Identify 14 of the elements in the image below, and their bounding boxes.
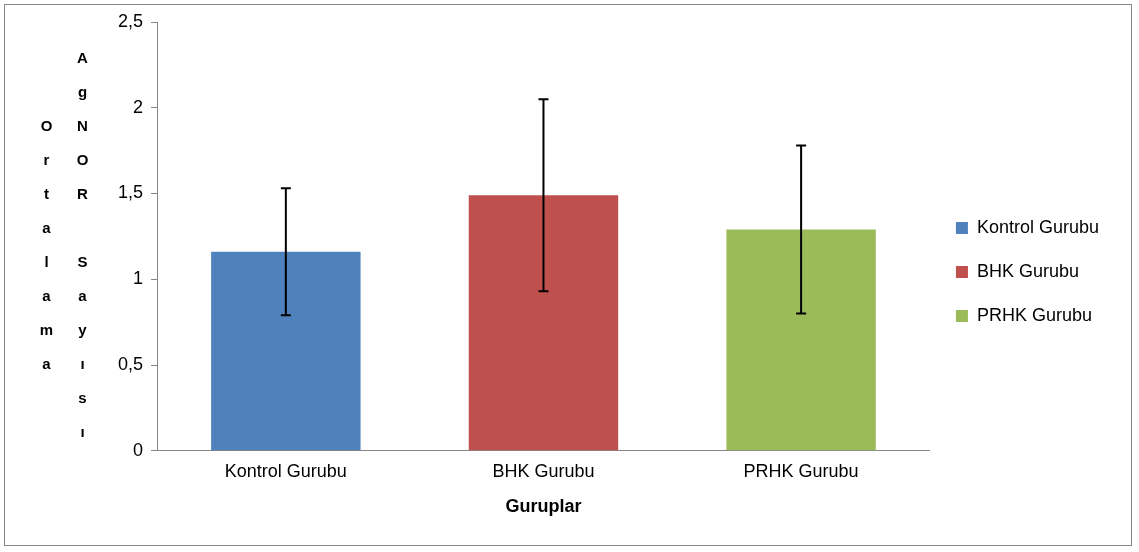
y-tick-label: 0 <box>133 439 144 460</box>
x-tick-label: Kontrol Gurubu <box>224 460 347 481</box>
legend-label: BHK Gurubu <box>976 260 1079 281</box>
x-tick-label: BHK Gurubu <box>492 460 595 481</box>
y-tick-label: 1 <box>133 268 144 289</box>
legend-label: Kontrol Gurubu <box>976 216 1100 237</box>
x-axis-title: Guruplar <box>505 496 582 517</box>
legend-label: PRHK Gurubu <box>976 304 1092 325</box>
text: Ortalama AgNOR Sayısı <box>38 49 91 457</box>
y-tick-label: 2 <box>133 96 144 117</box>
y-tick-label: 1,5 <box>117 182 144 203</box>
x-tick-label: PRHK Gurubu <box>743 460 859 481</box>
y-tick-label: 2,5 <box>117 10 144 31</box>
y-tick-label: 0,5 <box>117 354 144 375</box>
